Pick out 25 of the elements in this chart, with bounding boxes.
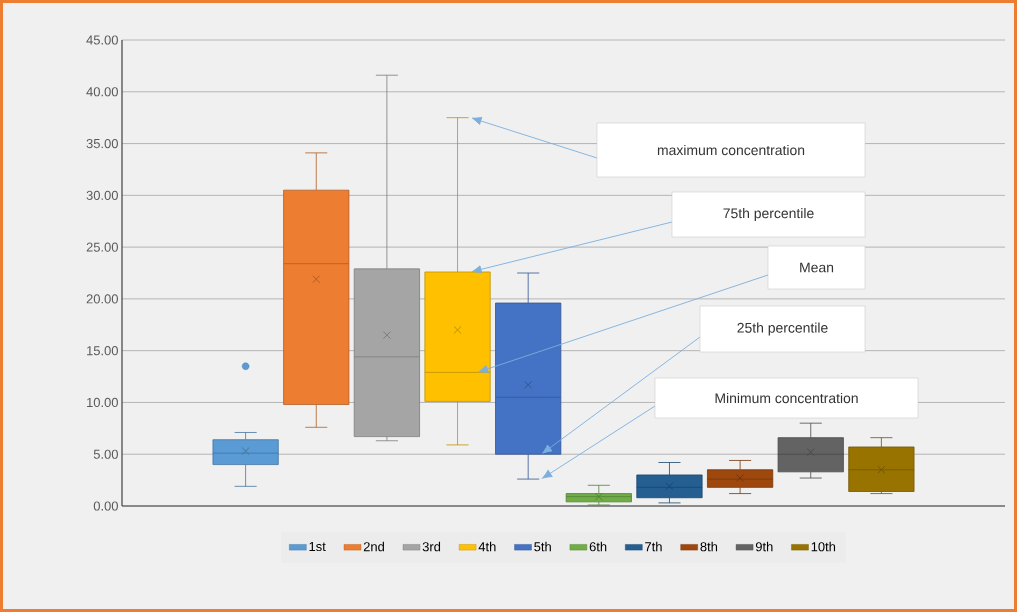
y-tick-label: 0.00 [93, 501, 118, 511]
legend-label: 2nd [363, 541, 384, 552]
legend-label: 6th [589, 541, 607, 552]
y-tick-label: 45.00 [86, 35, 118, 45]
legend-label: 5th [534, 541, 551, 552]
legend-label: 8th [700, 541, 718, 552]
legend-label: 3rd [422, 541, 441, 552]
legend-label: 4th [478, 541, 496, 552]
y-tick-label: 20.00 [86, 294, 118, 304]
legend-label: 10th [811, 541, 836, 552]
y-tick-label: 15.00 [87, 346, 118, 356]
annotation: maximum concentration [657, 144, 805, 156]
annotation: 25th percentile [737, 322, 828, 336]
y-tick-label: 5.00 [93, 449, 118, 459]
y-tick-label: 40.00 [86, 87, 118, 97]
y-tick-label: 10.00 [87, 397, 118, 408]
y-tick-label: 30.00 [86, 190, 118, 200]
annotation: 75th percentile [723, 208, 814, 221]
legend-label: 7th [645, 541, 662, 552]
legend-label: 9th [755, 541, 773, 552]
y-tick-label: 35.00 [86, 138, 118, 149]
legend-label: 1st [309, 542, 326, 552]
y-tick-label: 25.00 [86, 242, 118, 252]
annotation: Minimum concentration [715, 392, 858, 404]
annotation: Mean [800, 262, 834, 273]
